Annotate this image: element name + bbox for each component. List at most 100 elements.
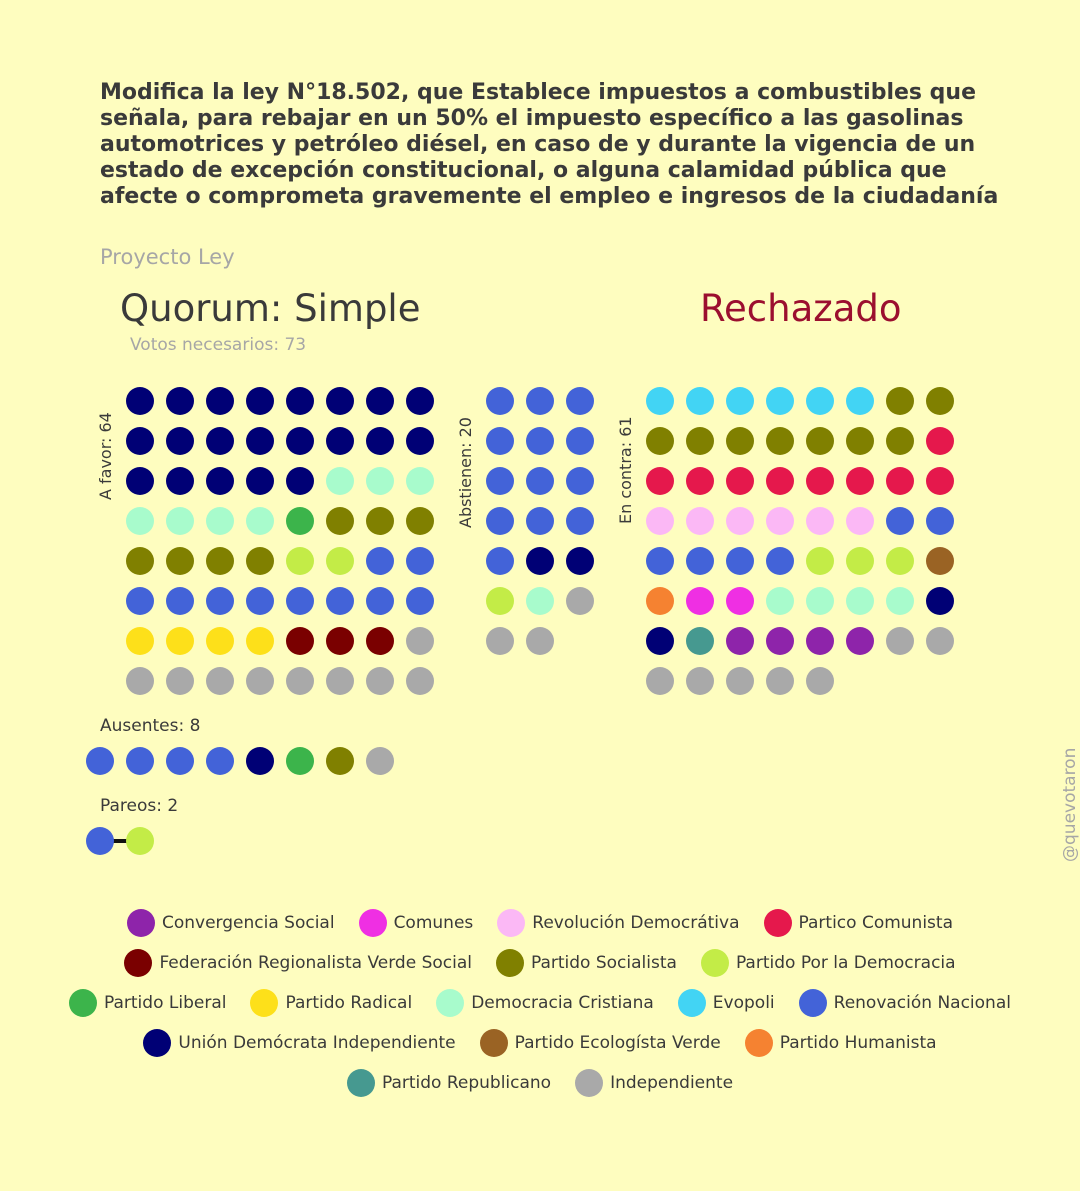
en-contra-dot bbox=[926, 627, 954, 655]
legend-swatch bbox=[358, 909, 387, 937]
legend-swatch bbox=[497, 909, 526, 937]
en-contra-dot bbox=[886, 387, 914, 415]
abstienen-dot bbox=[486, 467, 514, 495]
a-favor-dot bbox=[286, 427, 314, 455]
en-contra-dot bbox=[726, 427, 754, 455]
a-favor-dot bbox=[286, 387, 314, 415]
legend-swatch bbox=[744, 1029, 773, 1057]
en-contra-dot bbox=[766, 587, 794, 615]
a-favor-dot bbox=[326, 427, 354, 455]
en-contra-dot bbox=[766, 627, 794, 655]
legend-swatch bbox=[346, 1069, 375, 1097]
en-contra-dot bbox=[806, 387, 834, 415]
en-contra-dot bbox=[846, 467, 874, 495]
a-favor-dot bbox=[286, 467, 314, 495]
a-favor-dot bbox=[166, 467, 194, 495]
a-favor-dot bbox=[166, 587, 194, 615]
en-contra-dot bbox=[806, 627, 834, 655]
legend-item: Partido Por la Democracia bbox=[700, 949, 956, 977]
en-contra-dot bbox=[686, 667, 714, 695]
en-contra-dot bbox=[646, 427, 674, 455]
a-favor-dot bbox=[366, 547, 394, 575]
chart-subtitle: Proyecto Ley bbox=[100, 245, 235, 269]
a-favor-dot bbox=[406, 667, 434, 695]
group-label-abstienen: Abstienen: 20 bbox=[456, 417, 475, 528]
en-contra-dot bbox=[886, 627, 914, 655]
a-favor-dot bbox=[166, 427, 194, 455]
legend-swatch bbox=[479, 1029, 508, 1057]
abstienen-dot bbox=[566, 467, 594, 495]
en-contra-dot bbox=[926, 427, 954, 455]
en-contra-dot bbox=[726, 627, 754, 655]
legend-item: Partico Comunista bbox=[763, 909, 953, 937]
pair-dot bbox=[126, 827, 154, 855]
en-contra-dot bbox=[726, 667, 754, 695]
legend-swatch bbox=[763, 909, 792, 937]
en-contra-dot bbox=[886, 547, 914, 575]
a-favor-dot bbox=[406, 627, 434, 655]
chart-title: Modifica la ley N°18.502, que Establece … bbox=[100, 80, 999, 209]
legend-swatch bbox=[798, 989, 827, 1017]
legend-item: Partido Republicano bbox=[346, 1069, 551, 1097]
legend-row: Unión Demócrata Independiente Partido Eco… bbox=[0, 1023, 1080, 1063]
a-favor-dot bbox=[206, 427, 234, 455]
legend-row: Partido Liberal Partido Radical Democracia… bbox=[0, 983, 1080, 1023]
legend-label: Partido Ecologísta Verde bbox=[514, 1033, 721, 1053]
legend: Convergencia Social Comunes Revolución Dem… bbox=[0, 903, 1080, 1103]
en-contra-dot bbox=[686, 627, 714, 655]
en-contra-dot bbox=[646, 467, 674, 495]
quorum-label: Quorum: Simple bbox=[120, 287, 421, 330]
a-favor-dot bbox=[126, 587, 154, 615]
en-contra-dot bbox=[646, 387, 674, 415]
a-favor-dot bbox=[246, 427, 274, 455]
en-contra-dot bbox=[686, 467, 714, 495]
legend-item: Federación Regionalista Verde Social bbox=[124, 949, 472, 977]
abstienen-dot bbox=[566, 507, 594, 535]
a-favor-dot bbox=[326, 387, 354, 415]
en-contra-dot bbox=[926, 587, 954, 615]
legend-item: Revolución Democrátiva bbox=[497, 909, 740, 937]
legend-label: Partido Humanista bbox=[779, 1033, 937, 1053]
en-contra-dot bbox=[686, 507, 714, 535]
absent-dot bbox=[126, 747, 154, 775]
en-contra-dot bbox=[766, 507, 794, 535]
legend-label: Partido Por la Democracia bbox=[735, 953, 956, 973]
legend-item: Democracia Cristiana bbox=[436, 989, 654, 1017]
a-favor-dot bbox=[366, 667, 394, 695]
a-favor-dot bbox=[366, 507, 394, 535]
a-favor-dot bbox=[406, 467, 434, 495]
abstienen-dot bbox=[566, 587, 594, 615]
a-favor-dot bbox=[246, 547, 274, 575]
a-favor-dot bbox=[206, 587, 234, 615]
en-contra-dot bbox=[646, 547, 674, 575]
en-contra-dot bbox=[846, 587, 874, 615]
legend-row: Partido Republicano Independiente bbox=[0, 1063, 1080, 1103]
en-contra-dot bbox=[726, 587, 754, 615]
en-contra-dot bbox=[846, 387, 874, 415]
en-contra-dot bbox=[806, 667, 834, 695]
en-contra-dot bbox=[806, 467, 834, 495]
pair-dot bbox=[86, 827, 114, 855]
a-favor-dot bbox=[166, 627, 194, 655]
abstienen-dot bbox=[566, 427, 594, 455]
a-favor-dot bbox=[286, 587, 314, 615]
abstienen-dot bbox=[526, 587, 554, 615]
a-favor-dot bbox=[286, 667, 314, 695]
legend-label: Partido Radical bbox=[285, 993, 413, 1013]
a-favor-dot bbox=[206, 627, 234, 655]
votes-needed-label: Votos necesarios: 73 bbox=[130, 335, 307, 355]
a-favor-dot bbox=[326, 547, 354, 575]
abstienen-dot bbox=[486, 507, 514, 535]
a-favor-dot bbox=[246, 467, 274, 495]
a-favor-dot bbox=[246, 627, 274, 655]
legend-label: Convergencia Social bbox=[161, 913, 335, 933]
legend-item: Partido Humanista bbox=[744, 1029, 937, 1057]
a-favor-dot bbox=[366, 587, 394, 615]
absent-dot bbox=[166, 747, 194, 775]
en-contra-dot bbox=[726, 547, 754, 575]
legend-label: Evopoli bbox=[712, 993, 775, 1013]
legend-swatch bbox=[143, 1029, 172, 1057]
legend-swatch bbox=[126, 909, 155, 937]
a-favor-dot bbox=[326, 467, 354, 495]
a-favor-dot bbox=[406, 387, 434, 415]
